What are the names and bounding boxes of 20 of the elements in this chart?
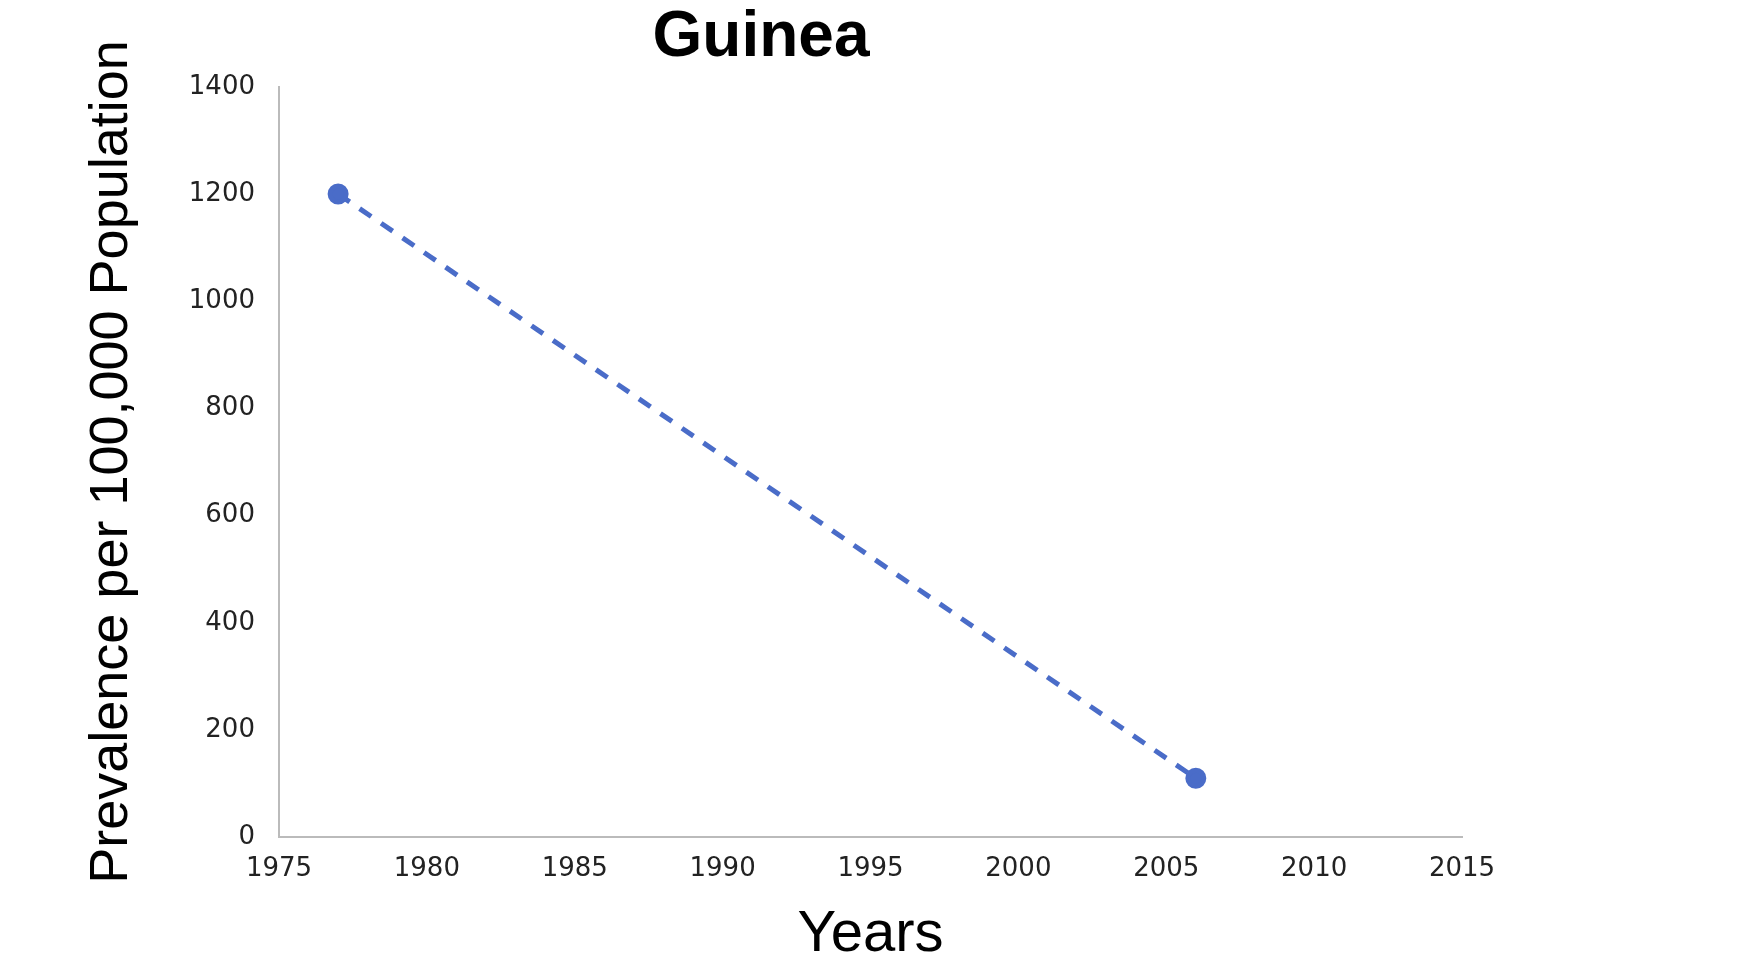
x-tick-label: 1980 [393,851,460,882]
y-axis-title: Prevalence per 100,000 Population [78,40,139,884]
x-tick-label: 2015 [1428,851,1496,882]
x-axis-title: Years [797,898,944,964]
y-tick-label: 0 [238,819,255,850]
x-tick-label: 2000 [985,851,1052,882]
x-tick-label: 2010 [1281,851,1348,882]
y-tick-label: 1200 [188,176,255,207]
y-tick-label: 800 [205,391,255,422]
y-tick-label: 200 [205,712,255,743]
y-tick-label: 1400 [188,69,255,100]
x-tick-label: 1975 [245,851,313,882]
y-tick-label: 1000 [188,283,255,314]
y-tick-label: 400 [205,605,255,636]
x-tick-label: 1995 [837,851,904,882]
chart-title: Guinea [652,0,870,71]
x-tick-label: 2005 [1133,851,1200,882]
y-tick-label: 600 [205,498,255,529]
x-tick-label: 1985 [541,851,608,882]
x-tick-label: 1990 [689,851,756,882]
